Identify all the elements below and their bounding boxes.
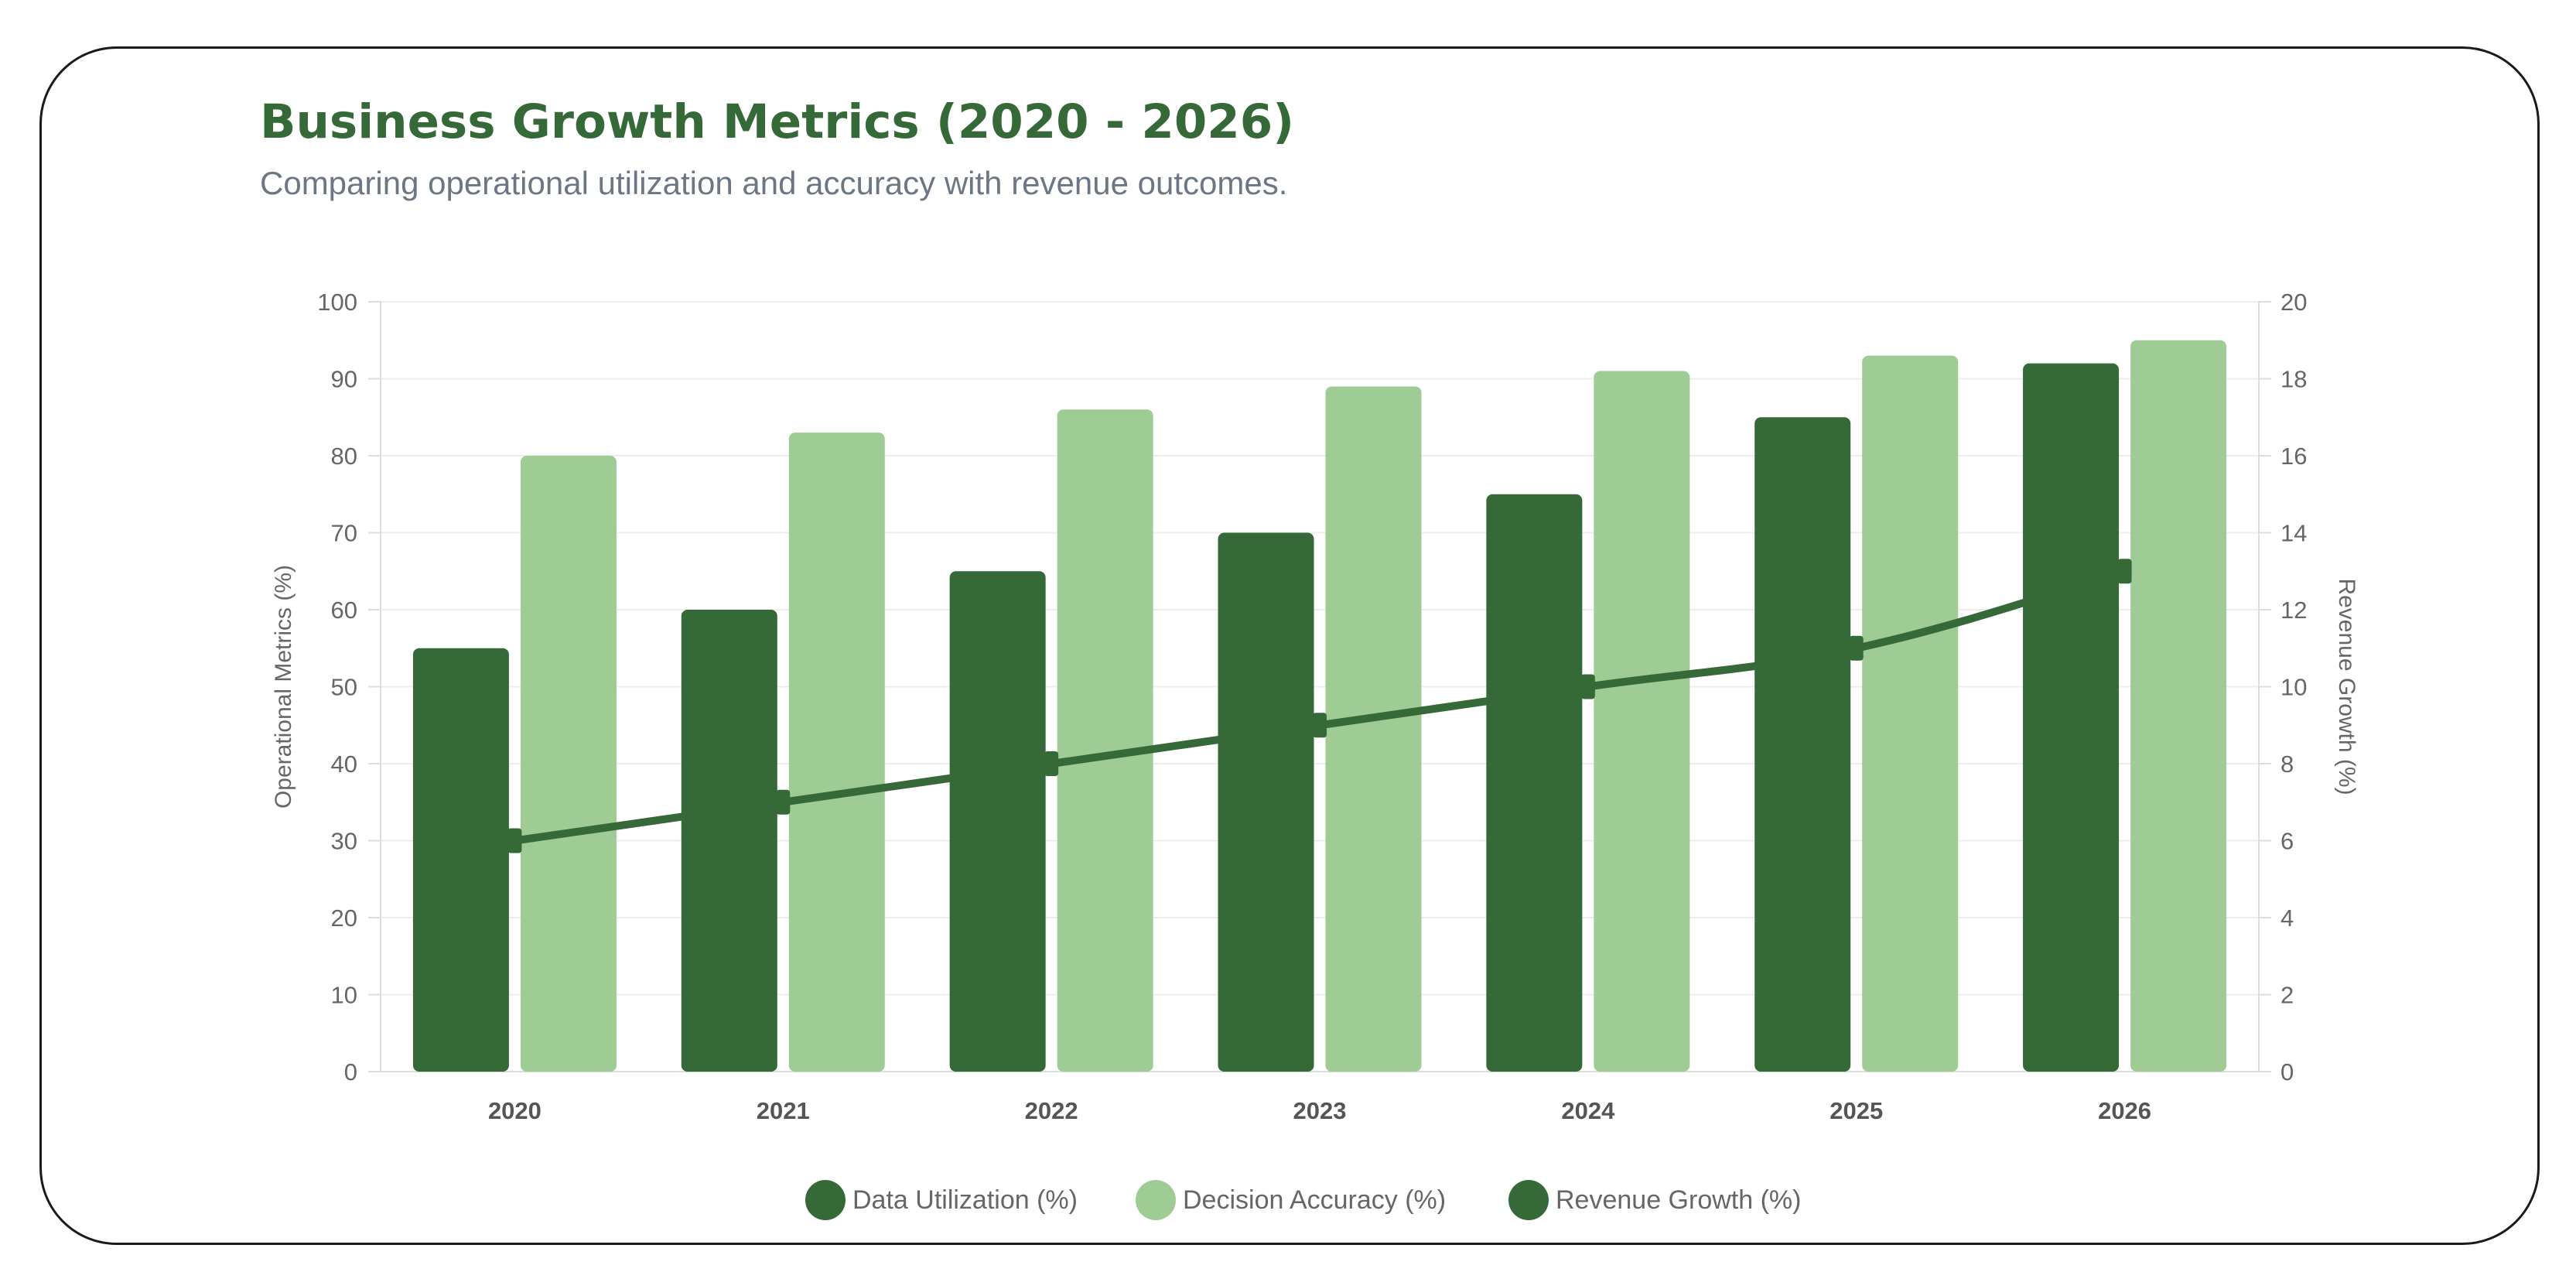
y-left-tick-90: 90 [331, 366, 357, 393]
legend-label-data-utilization[interactable]: Data Utilization (%) [852, 1185, 1078, 1215]
revenue-growth-point-2026 [2117, 559, 2132, 584]
legend-swatch-revenue-growth[interactable] [1508, 1180, 1549, 1220]
y-right-tick-6: 6 [2280, 828, 2294, 855]
chart-title: Business Growth Metrics (2020 - 2026) [260, 94, 1295, 149]
y-right-tick-16: 16 [2280, 443, 2307, 470]
y-right-tick-12: 12 [2280, 597, 2307, 624]
y-left-tick-20: 20 [331, 905, 357, 932]
x-tick-2022: 2022 [1025, 1097, 1078, 1124]
bar-decision-accuracy-2026 [2130, 340, 2227, 1072]
y-left-tick-50: 50 [331, 674, 357, 701]
y-right-tick-20: 20 [2280, 289, 2307, 316]
x-tick-2024: 2024 [1561, 1097, 1615, 1124]
bar-data-utilization-2024 [1486, 494, 1583, 1072]
bar-decision-accuracy-2021 [788, 433, 885, 1072]
bar-data-utilization-2021 [681, 610, 777, 1072]
bar-data-utilization-2025 [1754, 417, 1851, 1072]
y-left-tick-40: 40 [331, 751, 357, 778]
y-left-tick-100: 100 [317, 289, 357, 316]
legend-label-decision-accuracy[interactable]: Decision Accuracy (%) [1183, 1185, 1446, 1215]
revenue-growth-point-2020 [507, 828, 522, 853]
legend-label-revenue-growth[interactable]: Revenue Growth (%) [1556, 1185, 1801, 1215]
revenue-growth-point-2021 [776, 789, 791, 815]
chart-subtitle: Comparing operational utilization and ac… [260, 165, 1288, 201]
bar-data-utilization-2026 [2023, 363, 2120, 1072]
y-right-tick-18: 18 [2280, 366, 2307, 393]
y-right-tick-0: 0 [2280, 1058, 2294, 1086]
bar-data-utilization-2023 [1218, 532, 1314, 1072]
y-right-tick-4: 4 [2280, 905, 2294, 932]
y-left-tick-10: 10 [331, 982, 357, 1009]
legend-swatch-data-utilization[interactable] [805, 1180, 846, 1220]
y-left-axis-title: Operational Metrics (%) [271, 565, 296, 809]
y-right-tick-10: 10 [2280, 674, 2307, 701]
bar-decision-accuracy-2024 [1594, 371, 1690, 1072]
x-tick-2025: 2025 [1830, 1097, 1883, 1124]
bar-data-utilization-2020 [412, 648, 509, 1072]
revenue-growth-point-2024 [1580, 674, 1595, 699]
revenue-growth-point-2023 [1313, 713, 1327, 738]
y-left-tick-60: 60 [331, 597, 357, 624]
x-tick-2023: 2023 [1293, 1097, 1347, 1124]
bar-decision-accuracy-2022 [1057, 409, 1153, 1072]
y-right-axis-title: Revenue Growth (%) [2334, 578, 2359, 795]
revenue-growth-point-2022 [1044, 751, 1059, 776]
bar-decision-accuracy-2023 [1325, 386, 1422, 1072]
x-tick-2026: 2026 [2098, 1097, 2151, 1124]
y-left-tick-70: 70 [331, 520, 357, 547]
y-right-tick-14: 14 [2280, 520, 2307, 547]
x-tick-2020: 2020 [488, 1097, 542, 1124]
y-left-tick-30: 30 [331, 828, 357, 855]
bar-decision-accuracy-2025 [1862, 355, 1959, 1072]
revenue-growth-point-2025 [1849, 635, 1864, 661]
x-tick-2021: 2021 [757, 1097, 810, 1124]
legend-swatch-decision-accuracy[interactable] [1136, 1180, 1176, 1220]
bar-decision-accuracy-2020 [520, 456, 617, 1072]
y-right-tick-8: 8 [2280, 751, 2294, 778]
y-right-tick-2: 2 [2280, 982, 2294, 1009]
y-left-tick-80: 80 [331, 443, 357, 470]
y-left-tick-0: 0 [344, 1058, 357, 1086]
bar-data-utilization-2022 [949, 571, 1046, 1072]
